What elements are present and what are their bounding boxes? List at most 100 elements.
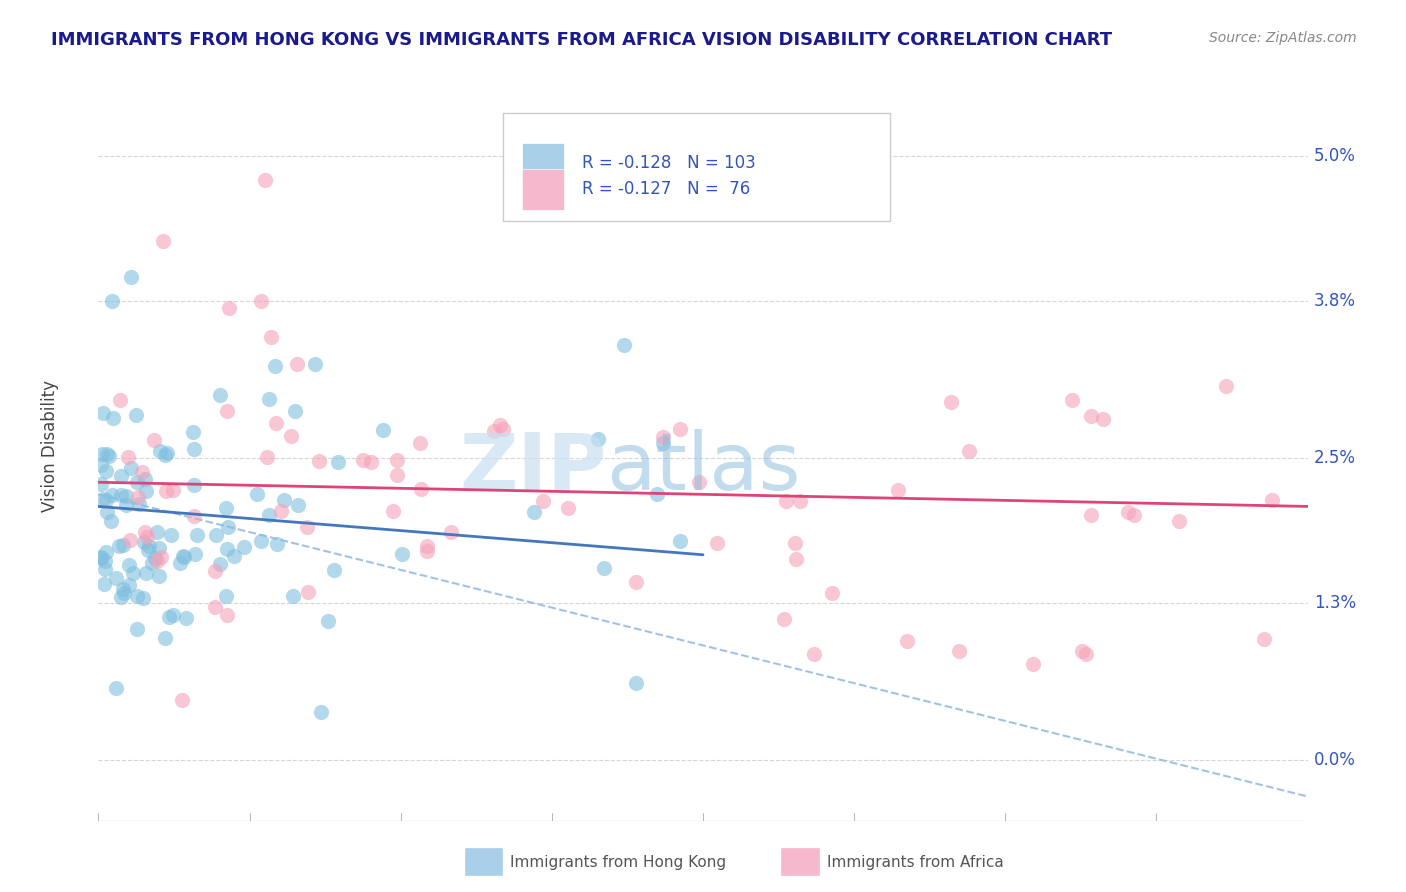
Point bbox=[101, 488, 124, 502]
Point bbox=[100, 514, 122, 528]
Point bbox=[125, 408, 148, 422]
Point bbox=[1060, 392, 1083, 407]
Point bbox=[146, 554, 169, 568]
Point bbox=[323, 563, 346, 577]
Point bbox=[134, 534, 156, 549]
Point bbox=[125, 589, 148, 603]
Point bbox=[391, 547, 413, 561]
Point bbox=[110, 468, 132, 483]
Point bbox=[523, 505, 546, 519]
Point bbox=[287, 498, 309, 512]
Point bbox=[170, 693, 193, 707]
Point bbox=[411, 482, 433, 496]
Point bbox=[260, 330, 283, 344]
Point bbox=[208, 557, 231, 571]
Point bbox=[101, 293, 124, 308]
Point bbox=[138, 539, 160, 553]
Point bbox=[1080, 409, 1102, 423]
Point bbox=[773, 612, 796, 626]
Point bbox=[157, 609, 180, 624]
Point bbox=[94, 562, 117, 576]
Point bbox=[439, 524, 461, 539]
Text: Vision Disability: Vision Disability bbox=[41, 380, 59, 512]
Point bbox=[309, 705, 332, 719]
Point bbox=[186, 528, 208, 542]
Text: atlas: atlas bbox=[606, 429, 800, 508]
Point bbox=[183, 477, 205, 491]
Point bbox=[789, 494, 811, 508]
Point bbox=[957, 444, 980, 458]
Point bbox=[159, 528, 181, 542]
Point bbox=[297, 585, 319, 599]
Point bbox=[416, 539, 439, 553]
Point bbox=[1080, 508, 1102, 523]
Point bbox=[385, 468, 408, 483]
Point bbox=[775, 493, 797, 508]
Point bbox=[1021, 657, 1043, 671]
Point bbox=[141, 556, 163, 570]
Point bbox=[821, 586, 844, 600]
Point bbox=[593, 561, 616, 575]
Point bbox=[557, 501, 579, 516]
Point bbox=[120, 533, 142, 547]
Point bbox=[153, 448, 176, 462]
Point bbox=[215, 590, 238, 604]
Text: 2.5%: 2.5% bbox=[1313, 449, 1355, 467]
Point bbox=[218, 301, 240, 315]
Point bbox=[174, 611, 197, 625]
Point bbox=[1168, 514, 1191, 528]
Point bbox=[256, 450, 278, 465]
Point bbox=[1071, 644, 1094, 658]
Point bbox=[94, 554, 117, 568]
Point bbox=[948, 644, 970, 658]
Point bbox=[381, 504, 404, 518]
Point bbox=[316, 614, 339, 628]
Point bbox=[409, 436, 432, 450]
Point bbox=[121, 566, 143, 581]
Point bbox=[489, 418, 512, 433]
Point bbox=[257, 392, 280, 407]
Point bbox=[110, 488, 132, 502]
Point bbox=[217, 519, 239, 533]
Point bbox=[215, 501, 238, 516]
Point bbox=[172, 549, 194, 563]
Point bbox=[90, 549, 112, 564]
Point bbox=[94, 545, 117, 559]
Point bbox=[110, 393, 132, 408]
Point bbox=[149, 444, 172, 458]
Point bbox=[183, 547, 205, 561]
Point bbox=[152, 234, 174, 248]
Text: 1.3%: 1.3% bbox=[1313, 594, 1355, 612]
Point bbox=[120, 461, 142, 475]
Point bbox=[128, 498, 150, 512]
Point bbox=[149, 549, 172, 564]
Point bbox=[98, 449, 121, 463]
Point bbox=[90, 458, 112, 472]
Text: R = -0.128   N = 103: R = -0.128 N = 103 bbox=[582, 154, 756, 172]
Point bbox=[111, 538, 134, 552]
Point bbox=[208, 388, 231, 402]
Point bbox=[273, 492, 295, 507]
Point bbox=[385, 453, 408, 467]
Point bbox=[1116, 505, 1139, 519]
Point bbox=[651, 436, 673, 450]
Point bbox=[264, 359, 287, 374]
Point bbox=[204, 599, 226, 614]
Text: 0.0%: 0.0% bbox=[1313, 751, 1355, 769]
Point bbox=[125, 475, 148, 490]
Point bbox=[148, 541, 170, 556]
Point bbox=[706, 535, 728, 549]
Point bbox=[284, 404, 307, 418]
Point bbox=[783, 536, 806, 550]
Point bbox=[94, 465, 117, 479]
Point bbox=[118, 578, 141, 592]
Point bbox=[669, 534, 692, 549]
Point bbox=[110, 591, 132, 605]
Point bbox=[360, 455, 382, 469]
Point bbox=[285, 357, 308, 371]
Text: 5.0%: 5.0% bbox=[1313, 147, 1355, 165]
Point bbox=[352, 453, 374, 467]
Point bbox=[308, 454, 330, 468]
Point bbox=[96, 505, 118, 519]
Text: Immigrants from Africa: Immigrants from Africa bbox=[827, 855, 1004, 870]
